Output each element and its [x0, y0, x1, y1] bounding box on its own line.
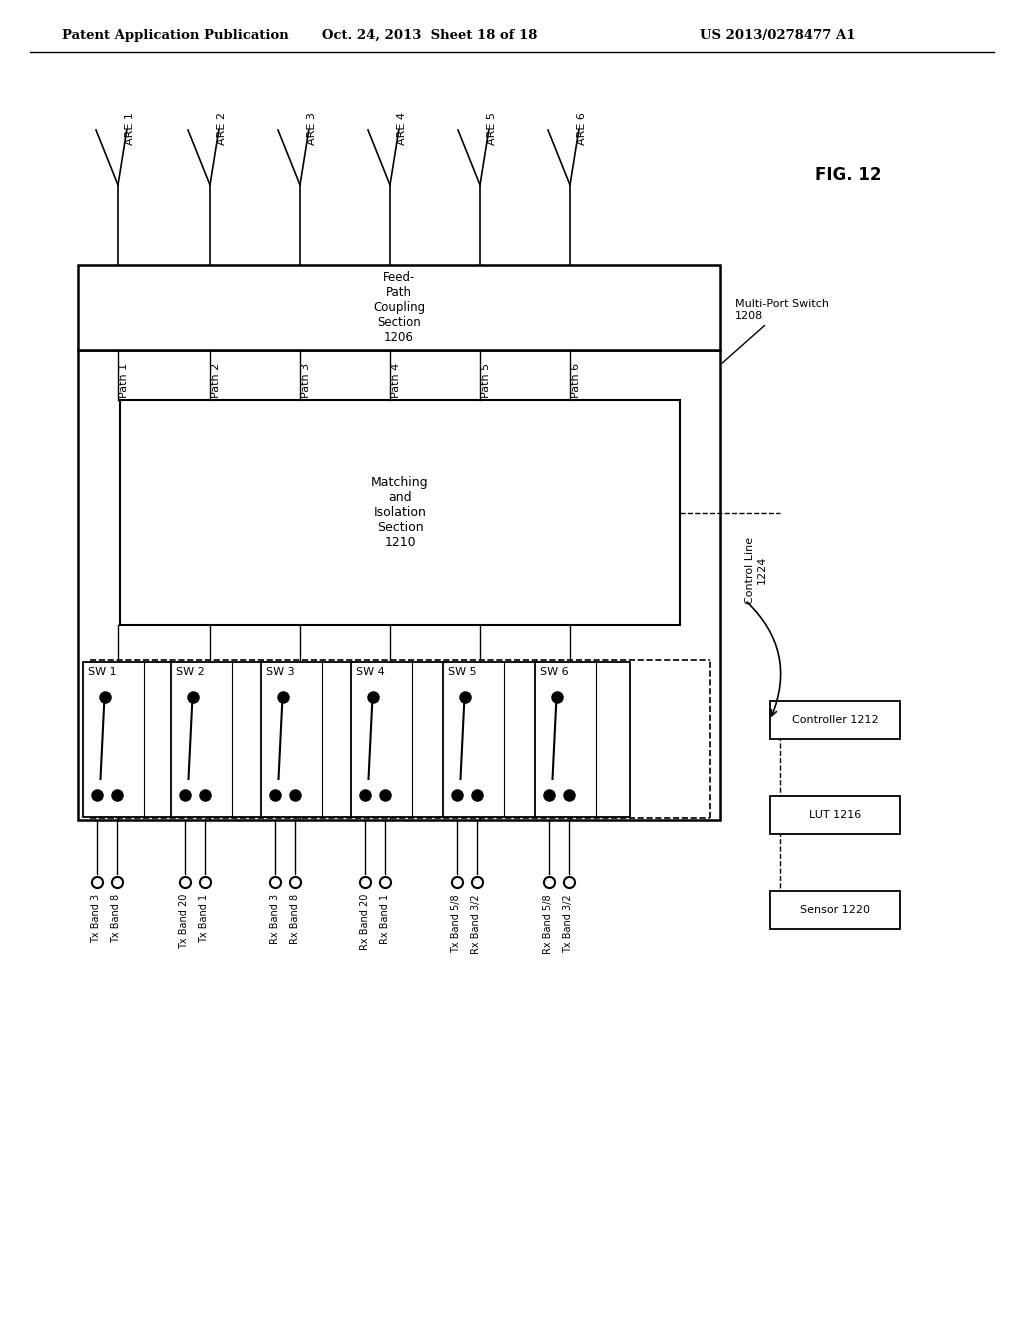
- Text: ARE 4: ARE 4: [397, 112, 407, 145]
- Text: ARE 2: ARE 2: [217, 112, 227, 145]
- Text: Tx Band 3/2: Tx Band 3/2: [563, 894, 573, 953]
- Text: SW 6: SW 6: [540, 667, 568, 677]
- Text: LUT 1216: LUT 1216: [809, 810, 861, 820]
- Bar: [120, 400, 680, 624]
- Bar: [171, 663, 265, 817]
- Text: US 2013/0278477 A1: US 2013/0278477 A1: [700, 29, 855, 41]
- Text: Rx Band 8: Rx Band 8: [290, 894, 299, 944]
- Text: SW 1: SW 1: [87, 667, 116, 677]
- Bar: [350, 663, 445, 817]
- Text: SW 5: SW 5: [447, 667, 476, 677]
- Text: Tx Band 1: Tx Band 1: [200, 894, 210, 942]
- Text: ARE 3: ARE 3: [307, 112, 317, 145]
- Text: Tx Band 20: Tx Band 20: [179, 894, 189, 949]
- Text: ARE 1: ARE 1: [125, 112, 135, 145]
- Text: Multi-Port Switch
1208: Multi-Port Switch 1208: [722, 300, 829, 363]
- Text: Path 1: Path 1: [119, 363, 129, 397]
- Bar: [78, 350, 720, 820]
- Text: Path 2: Path 2: [211, 363, 221, 397]
- Text: Tx Band 8: Tx Band 8: [112, 894, 122, 942]
- Text: Rx Band 20: Rx Band 20: [359, 894, 370, 950]
- Bar: [770, 701, 900, 739]
- Text: Patent Application Publication: Patent Application Publication: [62, 29, 289, 41]
- Text: Path 3: Path 3: [301, 363, 311, 397]
- Bar: [770, 891, 900, 929]
- Text: Rx Band 3/2: Rx Band 3/2: [471, 894, 481, 953]
- Bar: [770, 796, 900, 834]
- Text: Sensor 1220: Sensor 1220: [800, 906, 870, 915]
- FancyArrowPatch shape: [748, 602, 780, 715]
- Text: Path 4: Path 4: [391, 363, 401, 397]
- Text: Path 5: Path 5: [481, 363, 490, 397]
- Text: Path 6: Path 6: [571, 363, 581, 397]
- Bar: [260, 663, 355, 817]
- Text: ARE 6: ARE 6: [577, 112, 587, 145]
- Bar: [535, 663, 630, 817]
- Text: Oct. 24, 2013  Sheet 18 of 18: Oct. 24, 2013 Sheet 18 of 18: [323, 29, 538, 41]
- Text: Tx Band 5/8: Tx Band 5/8: [452, 894, 462, 953]
- Text: FIG. 12: FIG. 12: [815, 166, 882, 183]
- Text: SW 3: SW 3: [265, 667, 294, 677]
- Text: ARE 5: ARE 5: [487, 112, 497, 145]
- Text: Control Line
1224: Control Line 1224: [745, 536, 767, 603]
- Text: SW 4: SW 4: [355, 667, 384, 677]
- Text: SW 2: SW 2: [175, 667, 204, 677]
- Bar: [83, 663, 177, 817]
- Text: Controller 1212: Controller 1212: [792, 715, 879, 725]
- Bar: [78, 265, 720, 350]
- Text: Rx Band 1: Rx Band 1: [380, 894, 389, 944]
- Text: Feed-
Path
Coupling
Section
1206: Feed- Path Coupling Section 1206: [373, 271, 425, 345]
- Text: Tx Band 3: Tx Band 3: [91, 894, 101, 942]
- Text: Rx Band 3: Rx Band 3: [269, 894, 280, 944]
- Text: Rx Band 5/8: Rx Band 5/8: [544, 894, 554, 953]
- Bar: [442, 663, 538, 817]
- Text: Matching
and
Isolation
Section
1210: Matching and Isolation Section 1210: [371, 477, 429, 549]
